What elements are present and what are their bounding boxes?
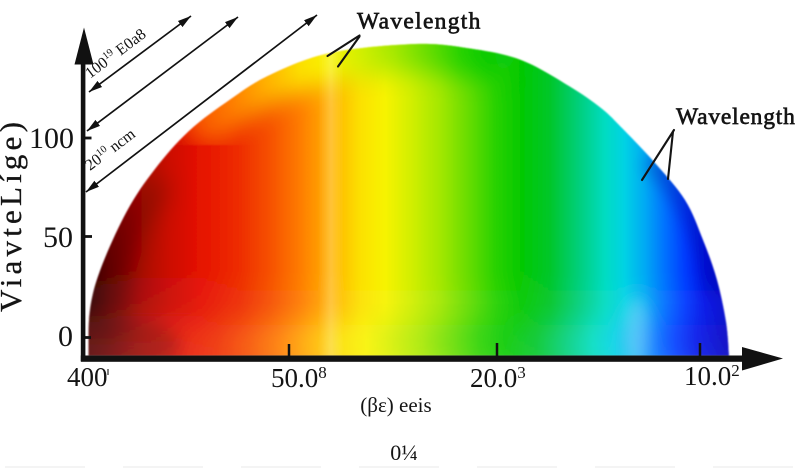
svg-text:(βε) eeis: (βε) eeis <box>360 393 431 417</box>
svg-text:0: 0 <box>58 320 73 353</box>
svg-text:0¼: 0¼ <box>390 440 418 465</box>
svg-text:ViavteLíge): ViavteLíge) <box>0 118 28 312</box>
svg-text:50.08: 50.08 <box>271 363 327 393</box>
svg-text:Wavelength: Wavelength <box>676 104 796 130</box>
svg-text:Wavelength: Wavelength <box>357 9 482 35</box>
svg-text:10.02: 10.02 <box>684 361 740 391</box>
svg-text:400: 400 <box>67 362 108 392</box>
svg-text:50: 50 <box>43 221 73 254</box>
svg-text:20.03: 20.03 <box>470 363 526 393</box>
svg-text:100: 100 <box>29 122 74 155</box>
